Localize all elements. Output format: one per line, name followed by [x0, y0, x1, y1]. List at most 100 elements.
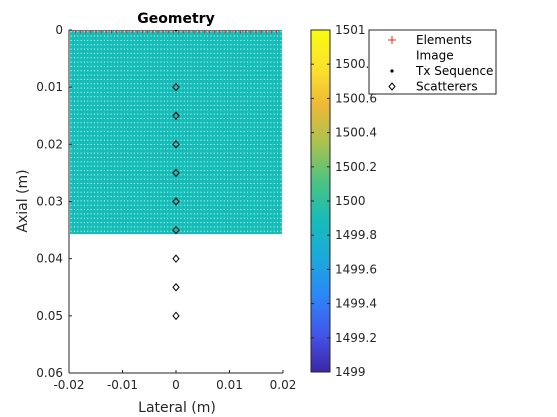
image-grid-dot [173, 35, 175, 37]
image-grid-dot [140, 65, 142, 67]
image-grid-dot [137, 109, 139, 111]
image-grid-dot [247, 156, 249, 158]
image-grid-dot [87, 35, 89, 37]
image-grid-dot [110, 44, 112, 46]
image-grid-dot [253, 83, 255, 85]
image-grid-dot [270, 135, 272, 137]
image-grid-dot [87, 143, 89, 145]
image-grid-dot [70, 83, 72, 85]
image-grid-dot [233, 74, 235, 76]
image-grid-dot [277, 222, 279, 224]
image-grid-dot [153, 39, 155, 41]
image-grid-dot [237, 213, 239, 215]
image-grid-dot [187, 83, 189, 85]
image-grid-dot [280, 39, 282, 41]
image-grid-dot [123, 161, 125, 163]
image-grid-dot [167, 70, 169, 72]
image-grid-dot [83, 200, 85, 202]
image-grid-dot [270, 130, 272, 132]
image-grid-dot [260, 113, 262, 115]
image-grid-dot [217, 213, 219, 215]
image-grid-dot [177, 130, 179, 132]
image-grid-dot [90, 74, 92, 76]
image-grid-dot [167, 222, 169, 224]
image-grid-dot [113, 178, 115, 180]
image-grid-dot [143, 139, 145, 141]
element-marker [128, 30, 136, 34]
image-grid-dot [263, 109, 265, 111]
image-grid-dot [203, 204, 205, 206]
image-grid-dot [110, 217, 112, 219]
element-marker [144, 30, 152, 34]
image-grid-points [70, 31, 282, 232]
image-grid-dot [160, 213, 162, 215]
image-grid-dot [120, 200, 122, 202]
image-grid-dot [200, 83, 202, 85]
image-grid-dot [103, 48, 105, 50]
image-grid-dot [220, 139, 222, 141]
image-grid-dot [223, 161, 225, 163]
image-grid-dot [97, 183, 99, 185]
image-grid-dot [97, 148, 99, 150]
image-grid-dot [220, 183, 222, 185]
image-grid-dot [157, 122, 159, 124]
image-grid-dot [113, 61, 115, 63]
image-grid-dot [277, 183, 279, 185]
image-grid-dot [260, 83, 262, 85]
image-grid-dot [270, 113, 272, 115]
image-grid-dot [130, 100, 132, 102]
element-marker [82, 30, 90, 34]
image-grid-dot [73, 87, 75, 89]
image-grid-dot [137, 100, 139, 102]
legend-tx-sequence-icon [390, 69, 394, 73]
image-grid-dot [203, 213, 205, 215]
image-grid-dot [73, 143, 75, 145]
image-grid-dot [260, 135, 262, 137]
image-grid-dot [237, 65, 239, 67]
image-grid-dot [257, 156, 259, 158]
image-grid-dot [147, 148, 149, 150]
image-grid-dot [80, 61, 82, 63]
image-grid-dot [250, 48, 252, 50]
image-grid-dot [153, 161, 155, 163]
image-grid-dot [270, 222, 272, 224]
image-grid-dot [190, 91, 192, 93]
image-grid-dot [117, 44, 119, 46]
image-grid-dot [267, 57, 269, 59]
image-grid-dot [100, 222, 102, 224]
legend-entry-label: Elements [416, 33, 472, 47]
image-grid-dot [180, 109, 182, 111]
image-grid-dot [230, 204, 232, 206]
image-grid-dot [257, 200, 259, 202]
image-grid-dot [263, 209, 265, 211]
image-grid-dot [200, 44, 202, 46]
image-grid-dot [100, 152, 102, 154]
image-grid-dot [150, 161, 152, 163]
image-grid-dot [263, 139, 265, 141]
element-marker [92, 30, 100, 34]
image-grid-dot [83, 209, 85, 211]
image-grid-dot [117, 217, 119, 219]
image-grid-dot [227, 74, 229, 76]
image-grid-dot [120, 222, 122, 224]
image-grid-dot [83, 96, 85, 98]
image-grid-dot [167, 91, 169, 93]
element-marker [164, 30, 172, 34]
image-grid-dot [280, 156, 282, 158]
image-grid-dot [153, 165, 155, 167]
image-grid-dot [120, 74, 122, 76]
image-grid-dot [213, 44, 215, 46]
image-grid-dot [257, 226, 259, 228]
image-grid-dot [77, 104, 79, 106]
image-grid-dot [93, 191, 95, 193]
image-grid-dot [100, 57, 102, 59]
image-grid-dot [277, 135, 279, 137]
image-grid-dot [183, 78, 185, 80]
image-grid-dot [157, 100, 159, 102]
image-grid-dot [173, 135, 175, 137]
image-grid-dot [227, 217, 229, 219]
image-grid-dot [267, 65, 269, 67]
image-grid-dot [140, 39, 142, 41]
image-grid-dot [233, 113, 235, 115]
image-grid-dot [167, 187, 169, 189]
